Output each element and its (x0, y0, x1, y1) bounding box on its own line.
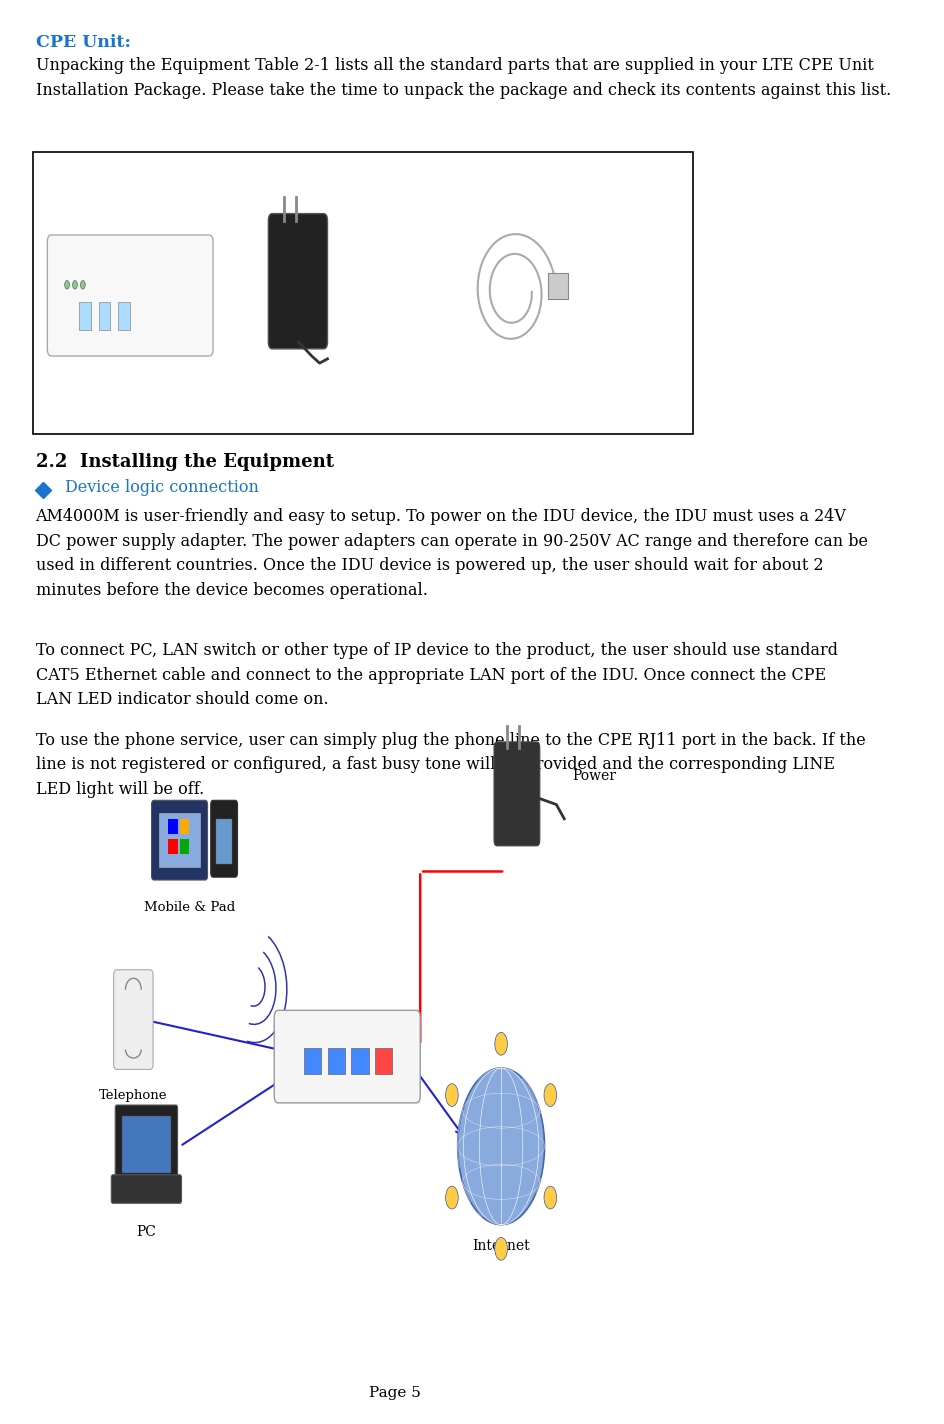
Circle shape (495, 1032, 507, 1055)
Bar (159, 813, 200, 867)
Text: 2.2  Installing the Equipment: 2.2 Installing the Equipment (36, 453, 333, 471)
FancyBboxPatch shape (274, 1011, 420, 1102)
FancyBboxPatch shape (47, 235, 212, 356)
Bar (168, 839, 177, 854)
FancyBboxPatch shape (115, 1105, 177, 1185)
Text: Unpacking the Equipment Table 2-1 lists all the standard parts that are supplied: Unpacking the Equipment Table 2-1 lists … (36, 57, 890, 98)
FancyBboxPatch shape (211, 800, 237, 877)
Circle shape (446, 1186, 458, 1209)
FancyBboxPatch shape (111, 1175, 181, 1203)
FancyBboxPatch shape (113, 970, 153, 1069)
Bar (548, 273, 567, 299)
Bar (179, 839, 189, 854)
Circle shape (64, 281, 69, 289)
FancyBboxPatch shape (151, 800, 208, 880)
Text: Page 5: Page 5 (368, 1386, 420, 1400)
Bar (304, 1048, 321, 1074)
Text: To connect PC, LAN switch or other type of IP device to the product, the user sh: To connect PC, LAN switch or other type … (36, 642, 836, 708)
Text: Device logic connection: Device logic connection (64, 478, 259, 496)
Circle shape (544, 1084, 556, 1106)
Text: CPE Unit:: CPE Unit: (36, 34, 130, 51)
Bar (351, 1048, 368, 1074)
Bar (118, 302, 130, 330)
Bar (375, 1048, 392, 1074)
Circle shape (446, 1084, 458, 1106)
Bar (122, 1116, 171, 1173)
Circle shape (80, 281, 85, 289)
FancyBboxPatch shape (494, 742, 539, 846)
Bar (328, 1048, 345, 1074)
FancyBboxPatch shape (268, 214, 328, 349)
Text: Power: Power (571, 769, 615, 783)
Bar (98, 302, 110, 330)
Text: AM4000M is user-friendly and easy to setup. To power on the IDU device, the IDU : AM4000M is user-friendly and easy to set… (36, 508, 867, 600)
Text: PC: PC (136, 1225, 156, 1239)
Bar (179, 819, 189, 834)
Text: Telephone: Telephone (99, 1089, 167, 1102)
Circle shape (457, 1068, 544, 1225)
Text: Internet: Internet (472, 1239, 530, 1253)
Bar (79, 302, 91, 330)
Circle shape (73, 281, 77, 289)
Bar (33, 152, 692, 434)
Text: To use the phone service, user can simply plug the phone line to the CPE RJ11 po: To use the phone service, user can simpl… (36, 732, 865, 797)
Circle shape (495, 1237, 507, 1260)
Text: Mobile & Pad: Mobile & Pad (143, 901, 235, 914)
Bar (168, 819, 177, 834)
Circle shape (544, 1186, 556, 1209)
Bar (216, 819, 232, 864)
